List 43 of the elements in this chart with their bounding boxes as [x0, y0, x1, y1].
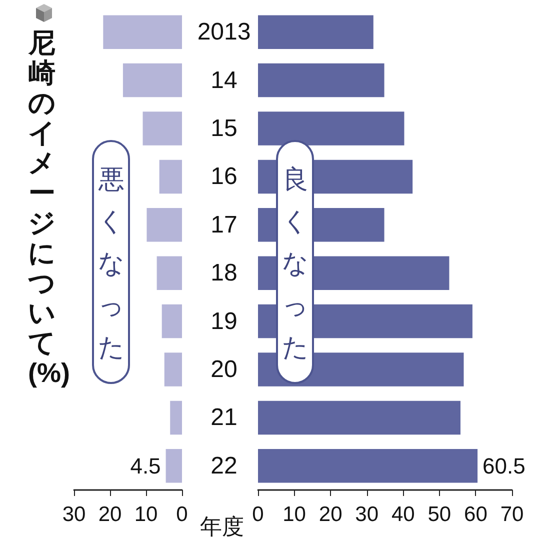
x-tick-label: 0	[176, 503, 188, 526]
bar	[258, 63, 384, 98]
annotation: 良くなった	[282, 163, 309, 364]
y-tick-label: 21	[210, 404, 238, 432]
bar	[103, 15, 182, 49]
y-tick-label: 16	[210, 163, 238, 190]
bar	[258, 112, 404, 146]
x-tick-label: 20	[318, 503, 342, 526]
annotation: 悪くなった	[98, 163, 125, 364]
x-tick-label: 50	[428, 503, 452, 526]
bar	[170, 400, 182, 435]
y-tick-label: 18	[210, 260, 238, 287]
bar	[142, 112, 182, 146]
x-tick-label: 60	[464, 503, 488, 526]
bar	[258, 449, 478, 483]
x-tick-label: 10	[282, 503, 306, 526]
x-tick-label: 30	[355, 503, 379, 526]
y-tick-label: 22	[210, 452, 238, 480]
bar	[122, 63, 182, 98]
data-label: 60.5	[482, 453, 526, 478]
bar	[258, 15, 374, 49]
bar	[159, 160, 182, 194]
bar	[156, 256, 182, 290]
y-tick-label: 15	[210, 115, 238, 142]
x-tick-label: 10	[134, 503, 158, 526]
bar	[162, 304, 182, 338]
y-tick-label: 20	[210, 356, 238, 383]
bar	[146, 208, 182, 242]
bar	[166, 449, 182, 483]
x-tick-label: 0	[252, 503, 264, 526]
x-tick-label: 30	[62, 503, 86, 526]
x-tick-label: 20	[98, 503, 122, 526]
chart-title: 尼崎のイメージについて(%)	[28, 28, 70, 388]
y-tick-label: 14	[210, 66, 238, 94]
bar	[258, 400, 460, 435]
bar	[164, 352, 182, 386]
y-axis-title: 年度	[200, 513, 244, 541]
data-label: 4.5	[130, 453, 161, 478]
y-tick-label: 19	[210, 308, 238, 335]
x-tick-label: 40	[391, 503, 415, 526]
y-tick-label: 17	[210, 211, 238, 238]
x-tick-label: 70	[500, 503, 524, 526]
y-tick-label: 2013	[197, 18, 251, 46]
